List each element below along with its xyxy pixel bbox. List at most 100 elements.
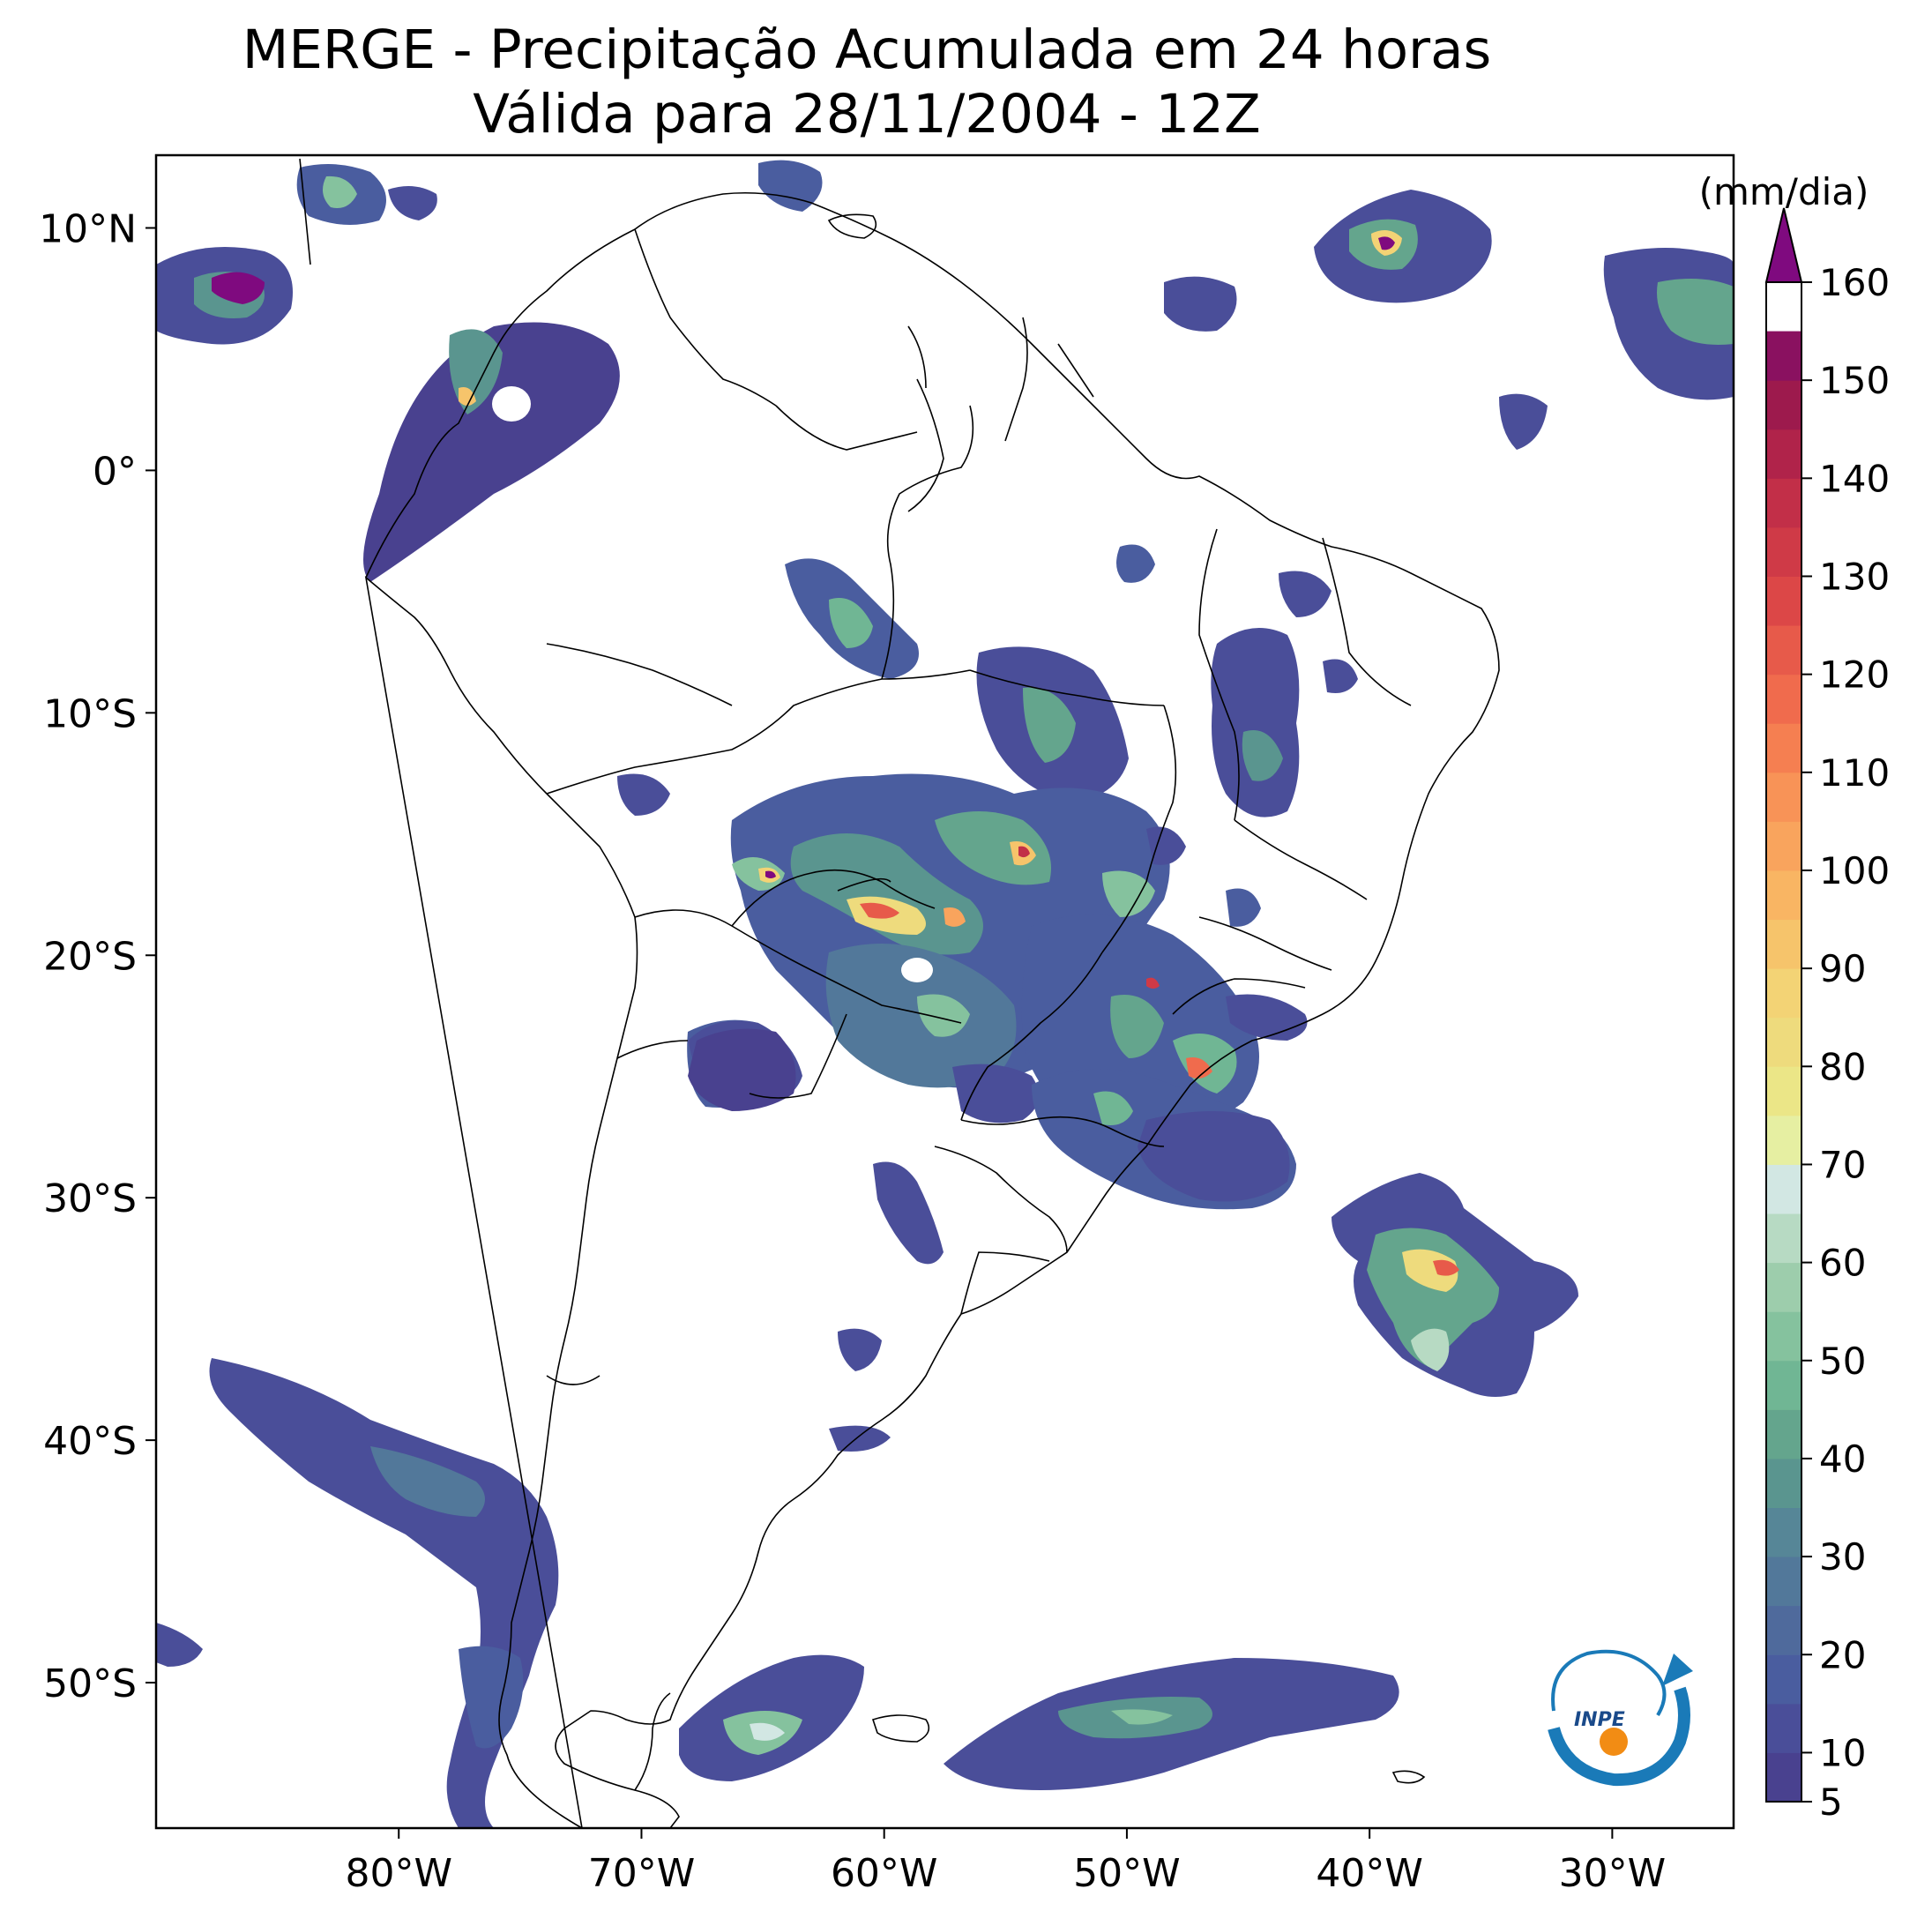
rain-patch bbox=[1164, 276, 1237, 332]
border bbox=[1172, 978, 1306, 1015]
logo-swoosh-icon bbox=[1551, 1649, 1667, 1717]
colorbar-segment bbox=[1766, 576, 1801, 626]
rain-patch bbox=[370, 1446, 485, 1517]
lat-tick-label: 40°S bbox=[43, 1419, 137, 1464]
logo-arc-icon bbox=[1548, 1686, 1690, 1787]
colorbar-segment bbox=[1766, 380, 1801, 430]
rain-patch bbox=[1023, 687, 1076, 763]
rain-patch bbox=[1226, 888, 1261, 927]
colorbar-segment bbox=[1766, 429, 1801, 479]
border bbox=[1198, 916, 1332, 971]
inpe-logo: INPE bbox=[1548, 1649, 1693, 1787]
rain-patch bbox=[1146, 826, 1186, 865]
lat-tick-label: 10°S bbox=[43, 691, 137, 736]
colorbar-segment bbox=[1766, 968, 1801, 1019]
rain-patch bbox=[758, 160, 823, 212]
colorbar-segment bbox=[1766, 674, 1801, 724]
dry-hole bbox=[492, 386, 531, 422]
colorbar-tick-label: 110 bbox=[1819, 751, 1890, 795]
rain-patch bbox=[1116, 544, 1155, 583]
lat-tick-label: 30°S bbox=[43, 1176, 137, 1221]
rain-patch bbox=[388, 186, 437, 220]
colorbar-segment bbox=[1766, 1752, 1801, 1803]
border bbox=[749, 1013, 847, 1099]
colorbar-segment bbox=[1766, 1115, 1801, 1165]
colorbar-tick-label: 130 bbox=[1819, 555, 1890, 598]
rain-patch bbox=[838, 1328, 882, 1371]
colorbar-extend-arrow bbox=[1764, 207, 1803, 283]
rain-patch bbox=[873, 1161, 944, 1265]
lon-tick-label: 30°W bbox=[1559, 1851, 1667, 1896]
colorbar-tick-label: 140 bbox=[1819, 457, 1890, 500]
border bbox=[634, 228, 777, 407]
island-outline bbox=[827, 213, 877, 239]
colorbar-segment bbox=[1766, 1066, 1801, 1116]
colorbar-tick-label: 150 bbox=[1819, 359, 1890, 402]
rain-patch bbox=[1242, 730, 1283, 781]
border bbox=[546, 669, 971, 795]
longitude-axis: 80°W 70°W 60°W 50°W 40°W 30°W bbox=[345, 1828, 1666, 1896]
colorbar-segment bbox=[1766, 1262, 1801, 1312]
border bbox=[907, 378, 944, 512]
border bbox=[546, 1375, 600, 1385]
rain-patch bbox=[750, 1722, 785, 1741]
rain-patch bbox=[363, 322, 620, 582]
colorbar-segment bbox=[1766, 1164, 1801, 1214]
colorbar-segment bbox=[1766, 1507, 1801, 1557]
border bbox=[960, 1251, 1050, 1315]
border bbox=[731, 869, 936, 927]
colorbar-unit-label: (mm/dia) bbox=[1699, 170, 1869, 213]
rain-patch bbox=[917, 994, 970, 1037]
colorbar-tick-label: 80 bbox=[1819, 1045, 1866, 1088]
latitude-axis: 10°N 0° 10°S 20°S 30°S 40°S 50°S bbox=[39, 206, 156, 1706]
rain-patch bbox=[790, 833, 983, 955]
colorbar-segment bbox=[1766, 723, 1801, 773]
border bbox=[634, 1692, 671, 1791]
colorbar-frame bbox=[1765, 281, 1802, 1803]
south-america-coastline bbox=[364, 191, 1500, 1828]
colorbar-segment bbox=[1766, 526, 1801, 577]
colorbar-segment bbox=[1766, 625, 1801, 676]
rain-patch bbox=[156, 1623, 203, 1667]
border bbox=[1057, 343, 1094, 398]
border bbox=[960, 1116, 1165, 1147]
logo-sun-icon bbox=[1600, 1728, 1628, 1756]
border bbox=[1004, 317, 1028, 442]
lat-tick-label: 10°N bbox=[39, 206, 137, 251]
colorbar-tick-label: 40 bbox=[1819, 1437, 1866, 1481]
border bbox=[1234, 819, 1368, 900]
logo-text: INPE bbox=[1574, 1709, 1625, 1731]
colorbar-tick-label: 90 bbox=[1819, 947, 1866, 990]
colorbar-segment bbox=[1766, 1360, 1801, 1410]
border bbox=[546, 643, 733, 706]
border bbox=[616, 1040, 689, 1059]
colorbar-segment bbox=[1766, 821, 1801, 871]
rain-patch bbox=[688, 1028, 796, 1111]
rain-patch bbox=[829, 598, 873, 648]
colorbar-segment bbox=[1766, 331, 1801, 381]
map-subtitle: Válida para 28/11/2004 - 12Z bbox=[473, 83, 1261, 146]
colorbar-segment bbox=[1766, 1458, 1801, 1509]
rain-patch bbox=[1411, 1328, 1450, 1371]
rain-patch bbox=[765, 870, 776, 878]
colorbar-segment bbox=[1766, 478, 1801, 528]
rain-patch bbox=[1018, 846, 1030, 858]
colorbar-segment bbox=[1766, 1703, 1801, 1753]
colorbar-tick-label: 20 bbox=[1819, 1633, 1866, 1676]
island-outline bbox=[871, 1714, 930, 1743]
rain-patch bbox=[1323, 659, 1358, 693]
border bbox=[969, 669, 1165, 706]
rain-patch bbox=[829, 1425, 891, 1452]
lat-tick-label: 50°S bbox=[43, 1661, 137, 1706]
rain-patch bbox=[1102, 870, 1155, 917]
island-outline bbox=[1391, 1770, 1426, 1784]
rain-patch bbox=[323, 175, 357, 208]
rain-patch bbox=[1211, 628, 1300, 817]
rain-patch bbox=[1110, 995, 1164, 1058]
colorbar-tick-label: 30 bbox=[1819, 1535, 1866, 1579]
lat-tick-label: 20°S bbox=[43, 934, 137, 979]
border bbox=[1101, 705, 1177, 953]
rain-patch bbox=[1146, 977, 1160, 989]
rain-patch bbox=[1499, 393, 1548, 450]
